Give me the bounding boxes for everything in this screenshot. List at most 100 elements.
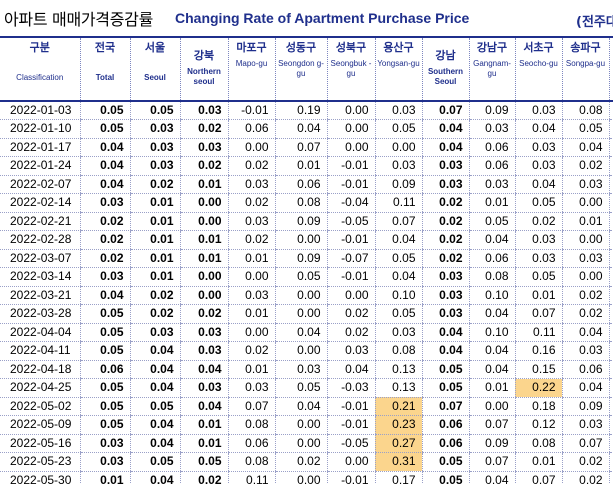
cell-clipped: [608, 397, 613, 416]
cell-mapo: 0.02: [227, 341, 275, 361]
cell-gangnam: 0.04: [468, 304, 515, 324]
cell-seongdong: 0.09: [274, 212, 327, 231]
table-row: 2022-01-24 0.04 0.03 0.02 0.02 0.01 -0.01 0.03 0…: [0, 156, 613, 176]
title-korean: 아파트 매매가격증감률: [4, 10, 153, 29]
table-row: 2022-05-02 0.05 0.05 0.04 0.07 0.04 -0.01 0.21 0…: [0, 397, 613, 416]
cell-gangnam: 0.03: [468, 175, 515, 194]
cell-southern: 0.02: [421, 230, 469, 250]
header-mapo: 마포구 Mapo-gu: [227, 36, 275, 102]
table-row: 2022-02-28 0.02 0.01 0.01 0.02 0.00 -0.01 0.04 0…: [0, 230, 613, 250]
cell-northern: 0.01: [179, 230, 228, 250]
row-date: 2022-05-02: [0, 397, 80, 416]
cell-southern: 0.02: [421, 193, 469, 213]
cell-songpa: 0.03: [561, 341, 609, 361]
cell-seongbuk: -0.03: [326, 378, 375, 398]
cell-gangnam: 0.09: [468, 434, 515, 453]
cell-songpa: 0.08: [561, 101, 609, 120]
cell-seongbuk: 0.02: [326, 304, 375, 324]
cell-songpa: 0.03: [561, 175, 609, 194]
cell-clipped: [608, 341, 613, 361]
row-date: 2022-03-21: [0, 286, 80, 305]
cell-southern: 0.04: [421, 119, 469, 139]
cell-total: 0.04: [79, 286, 130, 305]
cell-southern: 0.05: [421, 452, 469, 472]
cell-total: 0.04: [79, 175, 130, 194]
cell-mapo: 0.08: [227, 452, 275, 472]
cell-seocho: 0.02: [514, 212, 562, 231]
header-clipped: [608, 36, 613, 102]
row-date: 2022-03-28: [0, 304, 80, 324]
cell-clipped: [608, 101, 613, 120]
row-date: 2022-01-10: [0, 119, 80, 139]
row-date: 2022-02-28: [0, 230, 80, 250]
cell-yongsan: 0.31: [374, 452, 422, 472]
header-gangnam-ko: 강남구: [476, 41, 508, 54]
cell-seoul: 0.05: [129, 452, 180, 472]
cell-mapo: 0.02: [227, 230, 275, 250]
cell-yongsan: 0.21: [374, 397, 422, 416]
cell-songpa: 0.04: [561, 138, 609, 157]
cell-southern: 0.04: [421, 138, 469, 157]
price-change-table: 구분 Classification 전국 Total 서울 Seoul 강북 Northern…: [0, 36, 613, 484]
header-classification-en: Classification: [16, 73, 64, 82]
cell-total: 0.02: [79, 212, 130, 231]
row-date: 2022-04-25: [0, 378, 80, 398]
cell-northern: 0.02: [179, 304, 228, 324]
header-total-ko: 전국: [94, 41, 116, 54]
cell-yongsan: 0.10: [374, 286, 422, 305]
cell-seongbuk: -0.05: [326, 434, 375, 453]
table-row: 2022-01-03 0.05 0.05 0.03 -0.01 0.19 0.00 0.03 0…: [0, 101, 613, 120]
cell-mapo: 0.03: [227, 175, 275, 194]
table-row: 2022-04-18 0.06 0.04 0.04 0.01 0.03 0.04 0.13 0.…: [0, 360, 613, 379]
cell-seongdong: 0.08: [274, 193, 327, 213]
header-songpa-en: Songpa-gu: [565, 59, 606, 68]
header-seoul: 서울 Seoul: [129, 36, 180, 102]
cell-songpa: 0.02: [561, 286, 609, 305]
cell-seoul: 0.01: [129, 212, 180, 231]
cell-total: 0.05: [79, 397, 130, 416]
cell-southern: 0.06: [421, 434, 469, 453]
header-northern-ko: 강북: [193, 49, 215, 62]
cell-mapo: 0.02: [227, 193, 275, 213]
cell-seongdong: 0.04: [274, 119, 327, 139]
cell-northern: 0.02: [179, 119, 228, 139]
table-row: 2022-03-14 0.03 0.01 0.00 0.00 0.05 -0.01 0.04 0…: [0, 267, 613, 287]
cell-clipped: [608, 249, 613, 268]
cell-southern: 0.04: [421, 341, 469, 361]
cell-gangnam: 0.06: [468, 138, 515, 157]
cell-seongdong: 0.00: [274, 286, 327, 305]
table-header: 구분 Classification 전국 Total 서울 Seoul 강북 Northern…: [0, 36, 613, 102]
cell-seongdong: 0.09: [274, 249, 327, 268]
cell-seocho: 0.01: [514, 286, 562, 305]
cell-clipped: [608, 415, 613, 435]
cell-northern: 0.03: [179, 138, 228, 157]
cell-seocho: 0.08: [514, 434, 562, 453]
cell-northern: 0.01: [179, 249, 228, 268]
cell-songpa: 0.02: [561, 471, 609, 484]
cell-songpa: 0.07: [561, 434, 609, 453]
cell-yongsan: 0.17: [374, 471, 422, 484]
cell-total: 0.04: [79, 156, 130, 176]
cell-seongdong: 0.07: [274, 138, 327, 157]
header-seocho-en: Seocho-gu: [519, 59, 558, 68]
cell-seocho: 0.15: [514, 360, 562, 379]
cell-gangnam: 0.04: [468, 360, 515, 379]
cell-songpa: 0.02: [561, 452, 609, 472]
table-row: 2022-05-23 0.03 0.05 0.05 0.08 0.02 0.00 0.31 0.…: [0, 452, 613, 472]
cell-southern: 0.03: [421, 304, 469, 324]
cell-clipped: [608, 471, 613, 484]
cell-seongbuk: 0.00: [326, 119, 375, 139]
row-date: 2022-04-18: [0, 360, 80, 379]
cell-seocho: 0.18: [514, 397, 562, 416]
cell-seongdong: 0.01: [274, 156, 327, 176]
header-gangnam-en: Gangnam-gu: [473, 59, 511, 78]
cell-mapo: 0.01: [227, 360, 275, 379]
cell-gangnam: 0.06: [468, 249, 515, 268]
header-seocho-ko: 서초구: [523, 41, 554, 54]
cell-northern: 0.01: [179, 175, 228, 194]
table-row: 2022-05-30 0.01 0.04 0.02 0.11 0.00 -0.01 0.17 0…: [0, 471, 613, 484]
cell-yongsan: 0.05: [374, 304, 422, 324]
cell-total: 0.05: [79, 119, 130, 139]
header-row: 구분 Classification 전국 Total 서울 Seoul 강북 Northern…: [0, 36, 613, 102]
header-northern-en: Northern seoul: [187, 67, 221, 86]
